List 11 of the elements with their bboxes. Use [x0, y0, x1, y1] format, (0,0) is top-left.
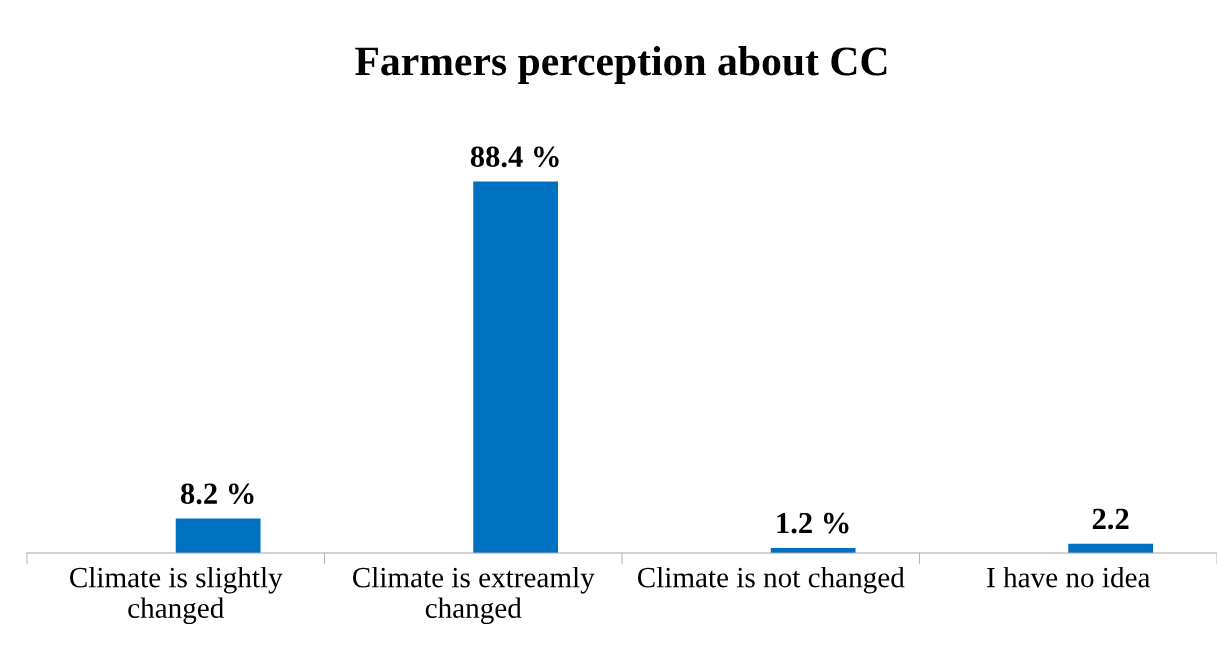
x-tick-label: Climate is extreamly changed: [352, 566, 595, 624]
bar: [175, 518, 261, 553]
chart-title: Farmers perception about CC: [355, 46, 887, 84]
bar: [473, 181, 559, 553]
data-label: 1.2 %: [777, 512, 849, 534]
x-tick-label: Climate is not changed: [637, 566, 905, 594]
data-label: 8.2 %: [180, 483, 254, 505]
x-tick-label: I have no idea: [987, 566, 1151, 588]
x-tick-label: Climate is slightly changed: [70, 566, 283, 624]
data-label: 88.4 %: [470, 146, 559, 168]
data-label: 2.2: [1092, 508, 1129, 530]
